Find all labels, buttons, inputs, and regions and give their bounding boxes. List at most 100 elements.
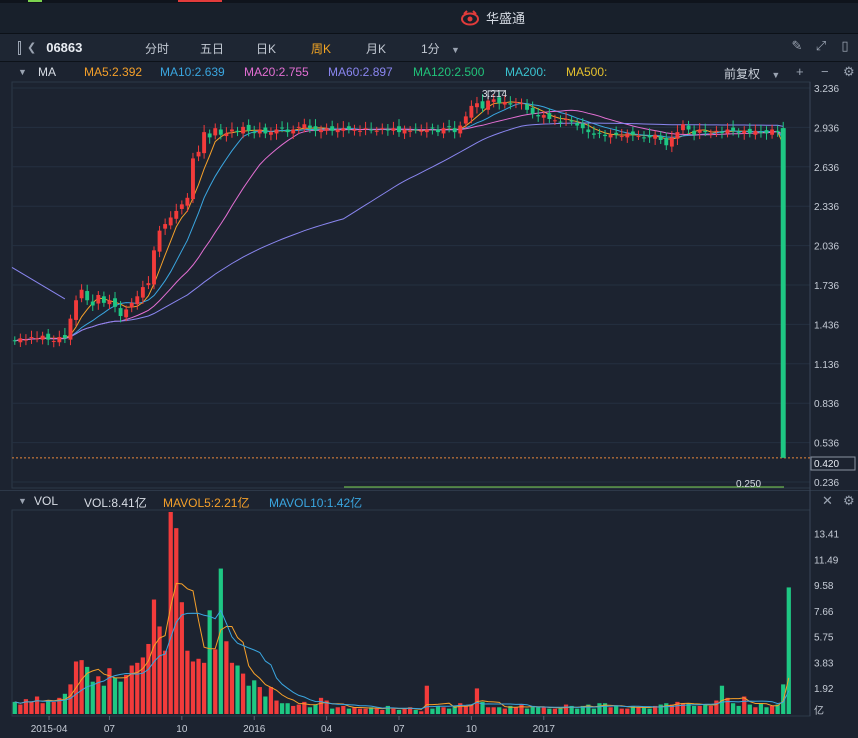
volume-bar bbox=[157, 626, 162, 714]
volume-bar bbox=[452, 705, 457, 714]
chevron-down-icon: ▼ bbox=[451, 45, 460, 55]
candle-body bbox=[129, 302, 134, 308]
collapse-vol-icon[interactable]: ▼ bbox=[18, 496, 27, 506]
collapse-ma-icon[interactable]: ▼ bbox=[18, 67, 27, 77]
candle-body bbox=[447, 126, 452, 128]
candle-body bbox=[257, 129, 262, 134]
candle-body bbox=[619, 136, 624, 138]
tab-five-day[interactable]: 五日 bbox=[200, 42, 225, 56]
volume-bar bbox=[168, 512, 173, 714]
time-tick-label: 2015-04 bbox=[31, 724, 68, 735]
volume-bar bbox=[530, 705, 535, 714]
expand-icon[interactable]: ⤢ bbox=[815, 38, 827, 53]
volume-bar bbox=[391, 708, 396, 714]
symbol-box[interactable]: ❮ 06863 bbox=[18, 40, 82, 55]
ma-label: MA bbox=[38, 65, 56, 79]
candle-body bbox=[491, 99, 496, 102]
volume-bar bbox=[291, 705, 296, 714]
candle-body bbox=[157, 230, 162, 252]
current-price-value: 0.420 bbox=[814, 459, 839, 470]
chevron-down-icon: ▼ bbox=[771, 70, 781, 80]
ma20-value: MA20:2.755 bbox=[244, 65, 309, 79]
volume-bar bbox=[725, 697, 730, 714]
volume-bar bbox=[51, 701, 56, 714]
add-indicator-icon[interactable]: + bbox=[796, 64, 804, 79]
volume-bar bbox=[680, 703, 686, 714]
minimize-icon[interactable]: − bbox=[821, 64, 829, 79]
candle-body bbox=[335, 129, 340, 133]
volume-bar bbox=[786, 587, 791, 714]
volume-bar bbox=[129, 665, 134, 714]
volume-bar bbox=[96, 676, 101, 714]
candle-body bbox=[547, 113, 552, 119]
volume-bar bbox=[714, 700, 719, 714]
candle-body bbox=[502, 101, 507, 105]
price-tick-label: 3.236 bbox=[814, 84, 839, 95]
tab-weekly-k[interactable]: 周K bbox=[311, 42, 332, 56]
candle-body bbox=[352, 129, 357, 131]
volume-bar bbox=[669, 704, 674, 714]
candle-body bbox=[552, 120, 557, 122]
adjust-select[interactable]: 前复权 ▼ bbox=[724, 65, 780, 82]
candle-body bbox=[163, 224, 168, 229]
close-icon[interactable]: ✕ bbox=[822, 493, 833, 508]
tab-intraday[interactable]: 分时 bbox=[145, 42, 170, 56]
candle-body bbox=[653, 134, 658, 139]
draw-pen-icon[interactable]: ✎ bbox=[791, 38, 803, 53]
candle-body bbox=[79, 289, 84, 299]
minute-select-value: 1分 bbox=[421, 42, 440, 56]
candle-body bbox=[35, 338, 40, 340]
mavol10-line bbox=[14, 609, 790, 710]
high-marker-label: 3.214 bbox=[482, 89, 507, 100]
tab-accent-red bbox=[178, 0, 222, 2]
ma5-value: MA5:2.392 bbox=[84, 65, 143, 79]
candle-body bbox=[525, 104, 530, 110]
volume-bar bbox=[40, 703, 45, 714]
candle-body bbox=[280, 127, 285, 129]
ma500-value: MA500: bbox=[566, 65, 608, 79]
volume-bar bbox=[708, 705, 713, 714]
candle-body bbox=[346, 126, 351, 130]
candle-body bbox=[296, 126, 301, 128]
candle-body bbox=[207, 133, 212, 138]
tab-monthly-k[interactable]: 月K bbox=[366, 42, 387, 56]
volume-bar bbox=[85, 666, 90, 714]
candle-body bbox=[196, 151, 201, 157]
candle-body bbox=[686, 125, 691, 130]
chevron-left-icon[interactable]: ❮ bbox=[27, 42, 37, 54]
settings-gear-icon[interactable]: ⚙ bbox=[843, 64, 855, 79]
volume-bar bbox=[140, 657, 145, 714]
minute-select[interactable]: 1分 ▼ bbox=[421, 40, 460, 57]
candle-body bbox=[430, 127, 435, 129]
volume-bar bbox=[380, 709, 385, 714]
candle-body bbox=[419, 130, 424, 132]
candle-body bbox=[675, 132, 680, 139]
candle-body bbox=[408, 130, 413, 132]
candle-body bbox=[480, 101, 485, 109]
candle-body bbox=[62, 335, 67, 339]
volume-bar bbox=[435, 705, 441, 714]
volume-tick-label: 1.92 bbox=[814, 684, 834, 695]
candle-body bbox=[630, 131, 635, 135]
candle-body-last bbox=[780, 128, 786, 458]
candle-body bbox=[736, 132, 741, 134]
candle-body bbox=[74, 300, 78, 320]
volume-bar bbox=[313, 704, 318, 714]
volume-bar bbox=[408, 707, 413, 714]
candle-body bbox=[475, 103, 479, 108]
volume-bar bbox=[207, 610, 212, 714]
panel-toggle-icon[interactable] bbox=[18, 40, 21, 55]
app-brand: 华盛通 bbox=[460, 8, 525, 27]
settings-gear-icon[interactable]: ⚙ bbox=[843, 493, 855, 508]
stock-code: 06863 bbox=[46, 40, 83, 55]
volume-bar bbox=[268, 687, 274, 714]
volume-bar bbox=[46, 700, 51, 714]
tab-daily-k[interactable]: 日K bbox=[256, 42, 277, 56]
title-bar: 华盛通 bbox=[0, 0, 858, 34]
volume-bar bbox=[252, 680, 257, 714]
volume-bar bbox=[747, 704, 752, 714]
window-resize-icon[interactable]: ▯ bbox=[841, 38, 849, 53]
price-tick-label: 0.536 bbox=[814, 439, 839, 450]
volume-bar bbox=[224, 641, 229, 714]
